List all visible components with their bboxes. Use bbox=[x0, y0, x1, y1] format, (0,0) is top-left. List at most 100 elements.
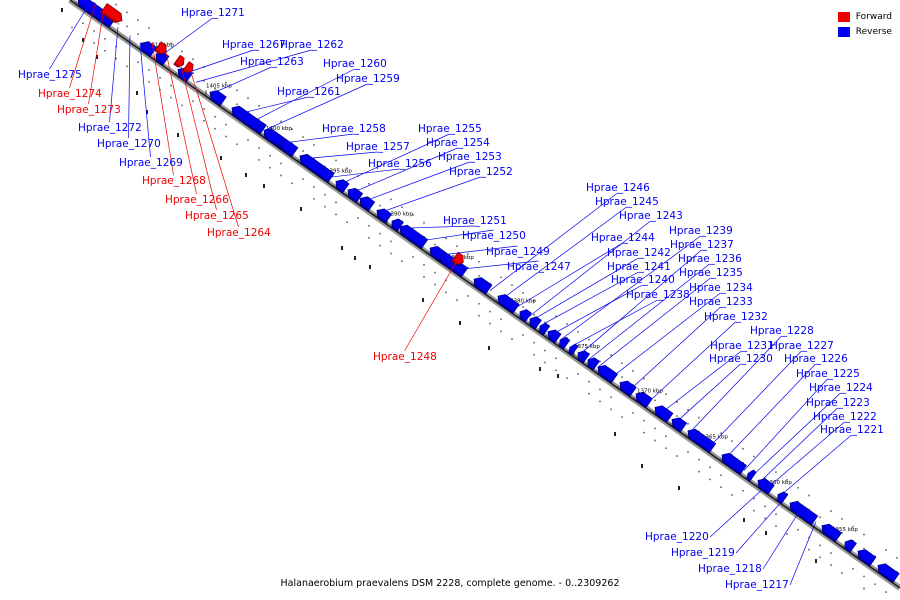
leader-line bbox=[109, 26, 119, 123]
leader-line bbox=[611, 292, 721, 378]
reverse-gene-arrow bbox=[854, 549, 877, 567]
scale-tick-label: 1370 kbp bbox=[637, 389, 663, 395]
leader-line bbox=[251, 68, 355, 123]
scale-tick-label: 1380 kbp bbox=[510, 299, 536, 305]
reverse-gene-arrow bbox=[544, 329, 562, 344]
gene-label: Hprae_1226 bbox=[784, 353, 848, 365]
forward-gene-arrow bbox=[100, 3, 123, 26]
gene-label: Hprae_1227 bbox=[770, 340, 834, 352]
reverse-gene-arrow bbox=[594, 365, 619, 384]
leader-line bbox=[661, 350, 742, 413]
leader-line bbox=[351, 147, 458, 194]
reverse-gene-arrow bbox=[356, 196, 376, 212]
gene-label: Hprae_1250 bbox=[462, 230, 526, 242]
leader-line bbox=[762, 509, 801, 570]
scale-tick-label: 1405 kbp bbox=[206, 83, 232, 89]
gene-label: Hprae_1255 bbox=[418, 123, 482, 135]
gene-label: Hprae_1244 bbox=[591, 232, 655, 244]
gene-label: Hprae_1239 bbox=[669, 225, 733, 237]
legend: Forward Reverse bbox=[837, 9, 892, 39]
gene-label: Hprae_1274 bbox=[38, 88, 102, 100]
leader-line bbox=[139, 42, 151, 158]
reverse-gene-arrow bbox=[841, 539, 857, 553]
gene-label: Hprae_1269 bbox=[119, 157, 183, 169]
gene-label: Hprae_1265 bbox=[185, 210, 249, 222]
leader-line bbox=[263, 83, 368, 131]
gene-label: Hprae_1263 bbox=[240, 56, 304, 68]
gene-label: Hprae_1219 bbox=[671, 547, 735, 559]
gene-label: Hprae_1257 bbox=[346, 141, 410, 153]
gene-label: Hprae_1253 bbox=[438, 151, 502, 163]
reverse-gene-arrow bbox=[786, 501, 819, 526]
reverse-gene-arrow bbox=[396, 224, 429, 250]
leader-line bbox=[597, 277, 711, 368]
gene-label: Hprae_1236 bbox=[678, 253, 742, 265]
reverse-gene-arrow bbox=[276, 139, 299, 158]
forward-gene-arrow bbox=[451, 251, 464, 268]
reverse-gene-arrow bbox=[470, 277, 493, 295]
reverse-gene-arrow bbox=[718, 452, 747, 475]
gene-label: Hprae_1258 bbox=[322, 123, 386, 135]
scale-tick-label: 1360 kbp bbox=[766, 480, 792, 486]
leader-line bbox=[239, 96, 309, 114]
reverse-gene-arrow bbox=[774, 491, 789, 505]
reverse-gene-arrow bbox=[332, 179, 350, 194]
leader-line bbox=[459, 260, 539, 270]
leader-line bbox=[419, 229, 494, 242]
forward-swatch bbox=[837, 11, 850, 22]
reverse-swatch bbox=[837, 26, 850, 37]
gene-label: Hprae_1262 bbox=[280, 39, 344, 51]
gene-label: Hprae_1267 bbox=[222, 39, 286, 51]
leader-line bbox=[195, 49, 312, 83]
reverse-gene-arrow bbox=[818, 523, 843, 543]
leader-line bbox=[709, 485, 767, 538]
gene-label: Hprae_1273 bbox=[57, 104, 121, 116]
scale-tick-label: 1400 kbp bbox=[266, 126, 292, 132]
leader-line bbox=[579, 249, 702, 355]
leader-line bbox=[128, 35, 131, 139]
leader-line bbox=[527, 220, 651, 318]
leader-line bbox=[501, 206, 627, 300]
leader-line bbox=[303, 151, 378, 160]
leader-line bbox=[379, 176, 481, 213]
leader-line bbox=[151, 42, 174, 176]
gene-label: Hprae_1225 bbox=[796, 368, 860, 380]
gene-label: Hprae_1248 bbox=[373, 351, 437, 363]
gene-label: Hprae_1217 bbox=[725, 579, 789, 591]
reverse-gene-arrow bbox=[744, 469, 757, 482]
gene-label: Hprae_1233 bbox=[689, 296, 753, 308]
leader-line bbox=[539, 271, 639, 327]
reverse-gene-arrow bbox=[494, 294, 520, 314]
gene-labels: Hprae_1275 Hprae_1274 Hprae_1273 Hprae_1272… bbox=[18, 7, 884, 591]
reverse-gene-arrow bbox=[584, 357, 600, 371]
gene-features bbox=[74, 0, 900, 584]
label-leader-lines bbox=[49, 2, 852, 586]
gene-label: Hprae_1246 bbox=[586, 182, 650, 194]
scale-tick-label: 1390 kbp bbox=[387, 212, 413, 218]
reverse-gene-arrow bbox=[668, 417, 688, 433]
legend-reverse: Reverse bbox=[837, 24, 892, 39]
leader-line bbox=[211, 66, 272, 94]
leader-line bbox=[439, 245, 518, 256]
leader-line bbox=[751, 392, 841, 477]
gene-label: Hprae_1243 bbox=[619, 210, 683, 222]
leader-line bbox=[647, 321, 736, 403]
leader-line bbox=[183, 49, 254, 75]
legend-reverse-label: Reverse bbox=[855, 26, 892, 37]
gene-label: Hprae_1218 bbox=[698, 563, 762, 575]
leader-line bbox=[88, 8, 105, 105]
gene-label: Hprae_1270 bbox=[97, 138, 161, 150]
reverse-gene-arrow bbox=[632, 391, 653, 409]
gene-label: Hprae_1260 bbox=[323, 58, 387, 70]
reverse-gene-arrow bbox=[254, 122, 267, 135]
leader-line bbox=[189, 68, 239, 228]
leader-line bbox=[514, 242, 623, 309]
gene-label: Hprae_1261 bbox=[277, 86, 341, 98]
gene-label: Hprae_1271 bbox=[181, 7, 245, 19]
gene-label: Hprae_1237 bbox=[670, 239, 734, 251]
leader-line bbox=[531, 257, 639, 321]
gene-label: Hprae_1228 bbox=[750, 325, 814, 337]
leader-line bbox=[779, 434, 852, 497]
gene-label: Hprae_1272 bbox=[78, 122, 142, 134]
